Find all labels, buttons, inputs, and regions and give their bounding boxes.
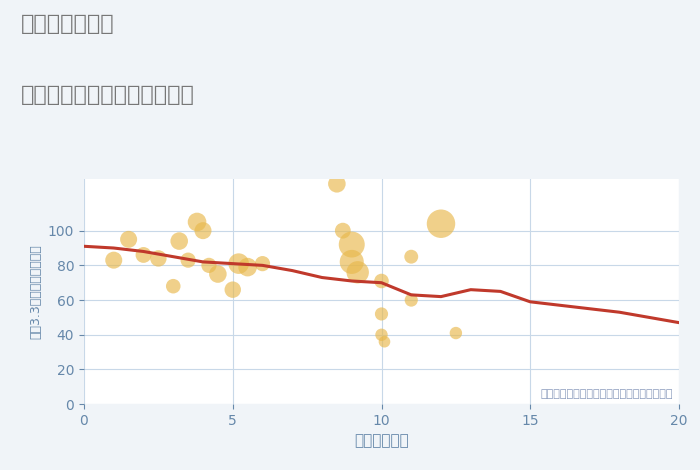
- Point: [153, 255, 164, 262]
- Point: [138, 251, 149, 258]
- Point: [242, 263, 253, 271]
- Point: [108, 257, 119, 264]
- Point: [212, 270, 223, 278]
- Point: [197, 227, 209, 235]
- Point: [450, 329, 461, 337]
- Point: [406, 296, 417, 304]
- Point: [227, 286, 238, 293]
- Point: [257, 260, 268, 267]
- Point: [379, 338, 390, 345]
- Point: [174, 237, 185, 245]
- Point: [123, 235, 134, 243]
- Point: [233, 260, 244, 267]
- Point: [346, 241, 357, 248]
- Point: [337, 227, 349, 235]
- Point: [346, 258, 357, 266]
- Point: [183, 257, 194, 264]
- Text: 駅距離別中古マンション価格: 駅距離別中古マンション価格: [21, 85, 195, 105]
- Point: [406, 253, 417, 260]
- Point: [331, 180, 342, 188]
- Point: [192, 218, 203, 226]
- Y-axis label: 坪（3.3㎡）単価（万円）: 坪（3.3㎡）単価（万円）: [29, 244, 42, 339]
- Point: [376, 310, 387, 318]
- Point: [203, 262, 214, 269]
- Point: [376, 277, 387, 285]
- Text: 千葉県秋山駅の: 千葉県秋山駅の: [21, 14, 115, 34]
- Point: [168, 282, 179, 290]
- Point: [376, 331, 387, 338]
- X-axis label: 駅距離（分）: 駅距離（分）: [354, 433, 409, 448]
- Point: [435, 220, 447, 227]
- Text: 円の大きさは、取引のあった物件面積を示す: 円の大きさは、取引のあった物件面積を示す: [540, 389, 673, 399]
- Point: [352, 268, 363, 276]
